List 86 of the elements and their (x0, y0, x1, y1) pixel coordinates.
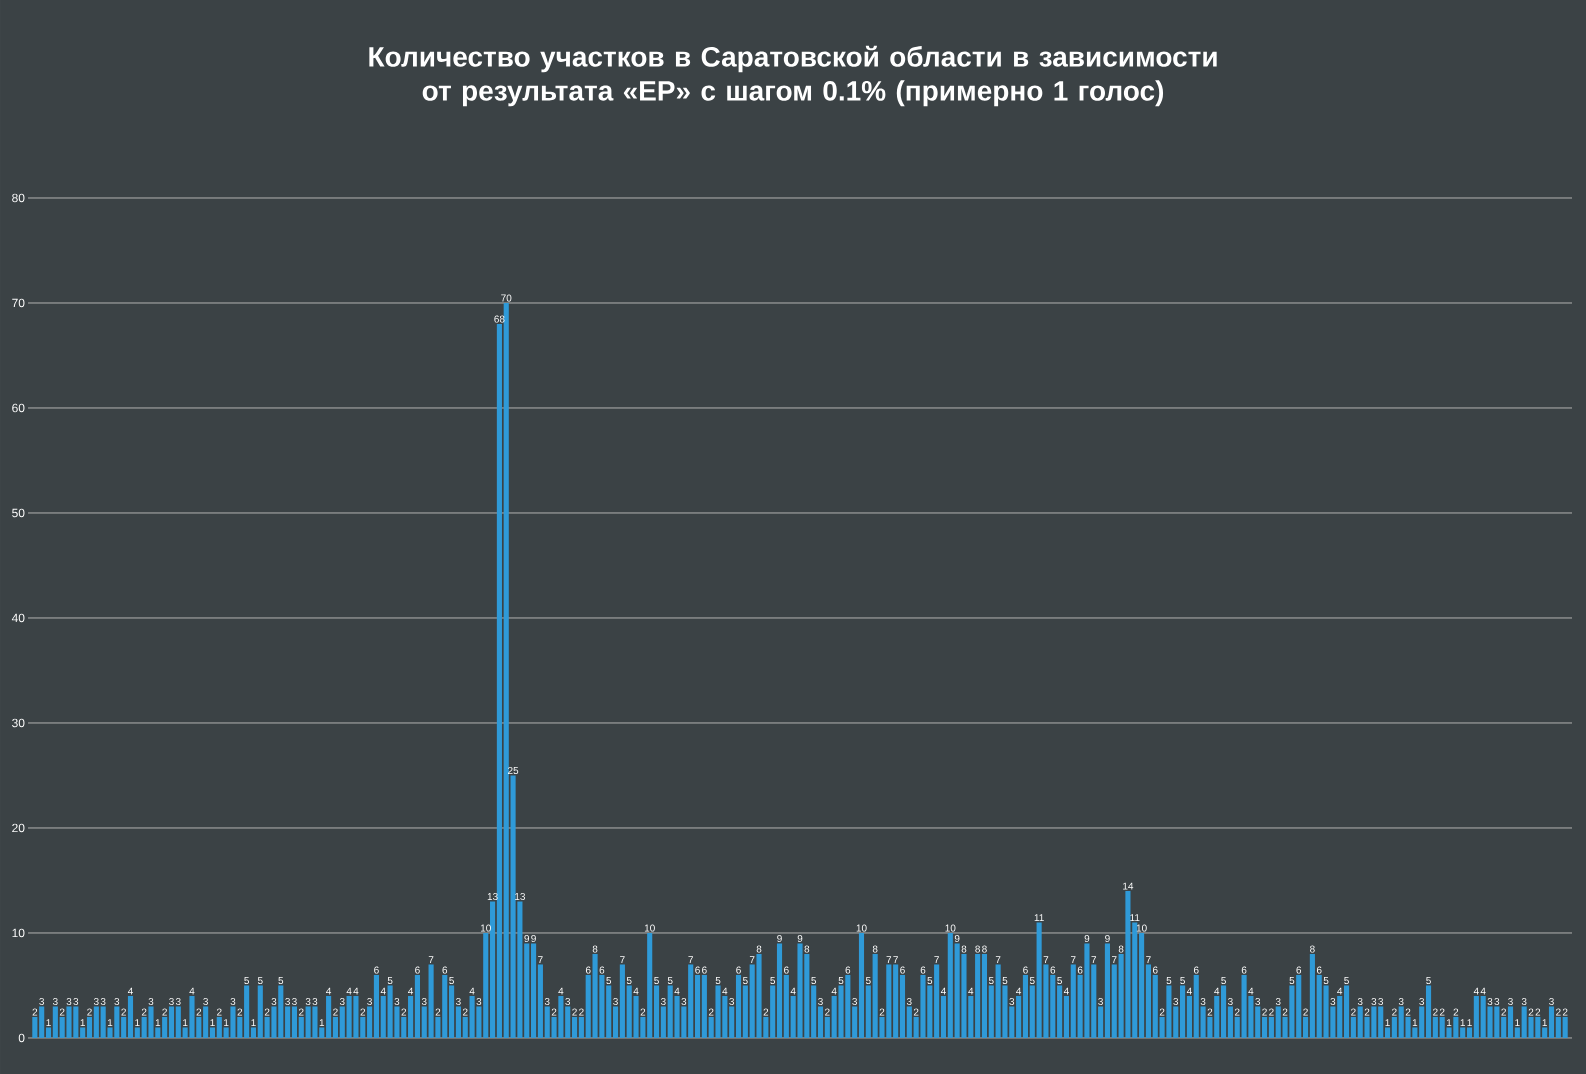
bar (981, 953, 988, 1038)
bar (872, 953, 878, 1038)
bar (1166, 985, 1172, 1038)
bar (858, 932, 865, 1038)
bar (1180, 985, 1186, 1038)
bar (1036, 922, 1042, 1038)
bar (1535, 1016, 1541, 1038)
bar (230, 1006, 236, 1038)
bar (414, 974, 420, 1038)
bar (1398, 1006, 1404, 1038)
bar (1357, 1006, 1363, 1038)
bar (975, 953, 981, 1038)
chart-title: Количество участков в Саратовской области в зависимости от результата «ЕР» с шагом 0.1% (примерно 1 голос) (369, 45, 1217, 107)
bar (39, 1006, 45, 1038)
bar (1296, 974, 1302, 1038)
bar (1439, 1016, 1445, 1038)
bar (503, 302, 509, 1038)
bar (688, 964, 694, 1038)
bar (1125, 890, 1131, 1038)
bar (189, 995, 195, 1038)
bar (797, 943, 803, 1038)
bar (66, 1006, 72, 1038)
bar (1453, 1016, 1459, 1038)
bar (1343, 985, 1350, 1038)
bar (1084, 943, 1090, 1038)
bar (305, 1006, 311, 1038)
bar (735, 974, 742, 1038)
bar (1193, 974, 1199, 1038)
bar (1507, 1006, 1514, 1038)
bar (326, 995, 332, 1038)
bar (1221, 985, 1227, 1038)
bar (175, 1006, 181, 1038)
bar (278, 985, 284, 1038)
bar (1371, 1006, 1377, 1038)
bar (776, 943, 783, 1038)
bar (114, 1006, 120, 1038)
bar (1548, 1006, 1555, 1038)
bar (920, 974, 926, 1038)
bar (1473, 995, 1479, 1038)
bar (312, 1006, 318, 1038)
bar (373, 974, 379, 1038)
bar (1480, 995, 1486, 1038)
bar (701, 974, 707, 1038)
bar (647, 932, 653, 1038)
bar (442, 974, 448, 1038)
bar (1521, 1006, 1527, 1038)
bar (291, 1006, 298, 1038)
bar (558, 995, 564, 1038)
bar (127, 995, 134, 1038)
bar (93, 1006, 99, 1038)
bar (148, 1006, 154, 1038)
bar (756, 953, 762, 1038)
bar (893, 964, 899, 1038)
bar (619, 964, 625, 1038)
bar (168, 1006, 175, 1038)
bar (592, 953, 598, 1038)
bar (845, 974, 851, 1038)
bar (216, 1016, 222, 1038)
bar (1104, 943, 1110, 1038)
bar (203, 1006, 209, 1038)
bar (73, 1006, 79, 1038)
bar (1494, 1006, 1500, 1038)
bar (531, 943, 537, 1038)
bar (1425, 985, 1432, 1038)
bar (995, 964, 1001, 1038)
bar (1378, 1006, 1384, 1038)
bar (1241, 974, 1247, 1038)
bar (257, 985, 263, 1038)
bar (353, 995, 359, 1038)
bar (387, 985, 393, 1038)
bar (934, 964, 940, 1038)
bar (947, 932, 953, 1038)
bar (1275, 1006, 1281, 1038)
bar (1562, 1016, 1568, 1038)
bar (100, 1006, 106, 1038)
bar (886, 964, 892, 1038)
bar (667, 985, 673, 1038)
bar (715, 985, 721, 1038)
bar (244, 985, 250, 1038)
bar (1309, 953, 1315, 1038)
bar (346, 995, 352, 1038)
bar (1022, 974, 1029, 1038)
bar (1070, 964, 1076, 1038)
bar (469, 995, 475, 1038)
bar (52, 1006, 58, 1038)
bar (428, 964, 434, 1038)
